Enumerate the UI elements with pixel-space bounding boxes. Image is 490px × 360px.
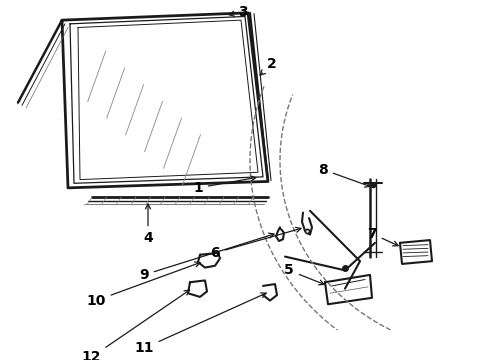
Text: 4: 4 <box>143 204 153 245</box>
Text: 12: 12 <box>81 290 190 360</box>
Text: 5: 5 <box>284 263 324 285</box>
Text: 10: 10 <box>86 262 200 307</box>
Text: 8: 8 <box>318 162 370 187</box>
Text: 11: 11 <box>134 293 266 355</box>
Text: 2: 2 <box>260 57 277 75</box>
Text: 3: 3 <box>229 5 248 19</box>
Text: 9: 9 <box>139 233 274 282</box>
Text: 6: 6 <box>210 228 301 260</box>
Text: 1: 1 <box>193 176 256 195</box>
Text: 7: 7 <box>367 227 398 246</box>
